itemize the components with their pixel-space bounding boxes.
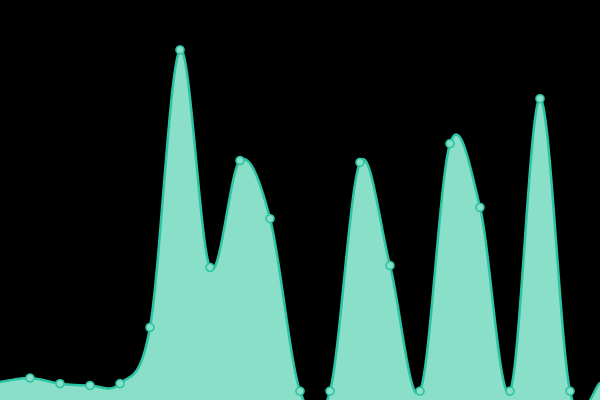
data-point-marker	[265, 213, 275, 224]
data-point-marker	[385, 260, 395, 271]
data-point-marker	[565, 386, 575, 396]
data-point-marker	[145, 322, 155, 333]
data-point-marker	[505, 386, 515, 396]
data-point-markers	[25, 45, 575, 396]
area-fill-path	[0, 49, 600, 400]
data-point-marker	[205, 262, 215, 273]
data-point-marker	[175, 45, 185, 55]
data-point-marker	[295, 386, 305, 396]
data-point-marker	[325, 386, 335, 396]
data-point-marker	[115, 378, 125, 389]
data-point-marker	[415, 386, 425, 396]
data-point-marker	[445, 138, 455, 149]
data-point-marker	[85, 380, 95, 391]
plot-area	[0, 45, 600, 400]
data-point-marker	[535, 93, 545, 104]
data-point-marker	[55, 378, 65, 389]
area-line-path	[0, 48, 600, 400]
data-point-marker	[235, 155, 245, 166]
data-point-marker	[475, 202, 485, 213]
data-point-marker	[25, 373, 35, 383]
data-point-marker	[355, 157, 365, 168]
